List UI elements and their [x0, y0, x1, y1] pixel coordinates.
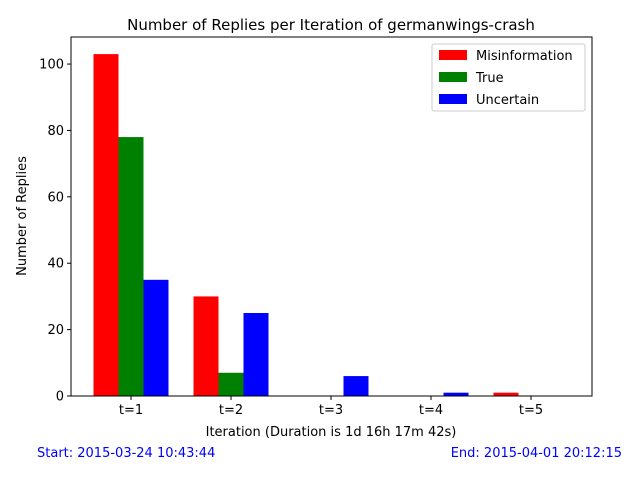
- legend-label-true: True: [475, 71, 504, 86]
- bar-true-t=1: [118, 137, 144, 396]
- legend-swatch-misinformation: [439, 50, 467, 60]
- legend-box: [431, 43, 586, 112]
- x-tick-label: t=2: [219, 403, 243, 418]
- y-tick-label: 40: [47, 257, 64, 272]
- bar-uncertain-t=4: [443, 392, 469, 396]
- chart-title: Number of Replies per Iteration of germa…: [127, 16, 535, 34]
- legend-label-uncertain: Uncertain: [476, 93, 539, 108]
- bar-misinformation-t=1: [93, 54, 119, 396]
- bar-uncertain-t=1: [143, 279, 169, 396]
- chart-legend: Misinformation True Uncertain: [431, 43, 586, 112]
- x-tick-label: t=1: [119, 403, 143, 418]
- x-tick-label: t=4: [419, 403, 443, 418]
- legend-swatch-uncertain: [439, 94, 467, 104]
- end-timestamp: End: 2015-04-01 20:12:15: [450, 446, 622, 461]
- bar-uncertain-t=3: [343, 376, 369, 396]
- bar-misinformation-t=2: [193, 296, 219, 396]
- legend-swatch-true: [439, 72, 467, 82]
- start-timestamp: Start: 2015-03-24 10:43:44: [37, 446, 216, 461]
- y-axis-label: Number of Replies: [15, 156, 30, 276]
- y-tick-label: 0: [56, 390, 64, 405]
- y-tick-label: 20: [47, 323, 64, 338]
- bar-misinformation-t=5: [493, 392, 519, 396]
- y-tick-label: 60: [47, 190, 64, 205]
- x-tick-label: t=5: [519, 403, 543, 418]
- bar-true-t=2: [218, 372, 244, 396]
- x-axis-label: Iteration (Duration is 1d 16h 17m 42s): [206, 425, 457, 440]
- legend-label-misinformation: Misinformation: [476, 49, 573, 64]
- y-tick-label: 100: [39, 58, 64, 73]
- bar-uncertain-t=2: [243, 313, 269, 396]
- y-tick-label: 80: [47, 124, 64, 139]
- x-tick-label: t=3: [319, 403, 343, 418]
